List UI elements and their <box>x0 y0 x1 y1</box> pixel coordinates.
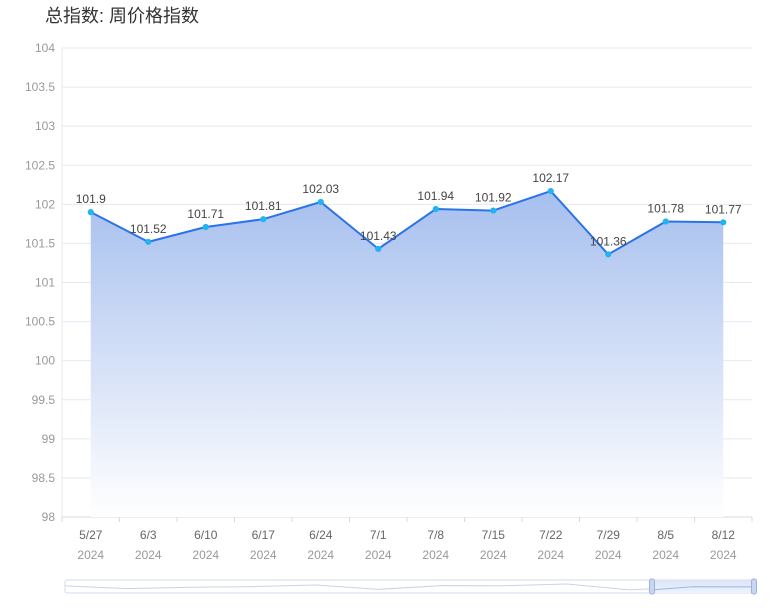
x-tick-year-label: 2024 <box>135 548 162 562</box>
x-tick-year-label: 2024 <box>537 548 564 562</box>
y-tick-label: 104 <box>35 41 55 55</box>
data-label: 102.17 <box>532 171 569 185</box>
x-axis: 5/27 2024 6/3 2024 6/10 2024 6/17 2024 6/24 2024 7… <box>61 516 753 562</box>
x-tick-label: 8/12 <box>712 528 736 542</box>
y-tick-label: 102 <box>35 197 55 211</box>
data-point <box>490 207 497 214</box>
data-point <box>547 187 554 195</box>
y-tick-label: 99 <box>42 432 56 446</box>
data-label: 101.43 <box>360 229 397 243</box>
data-point <box>202 223 209 231</box>
zoom-handle-left[interactable] <box>649 578 655 595</box>
x-tick-label: 7/29 <box>597 528 621 542</box>
x-tick-year-label: 2024 <box>595 548 622 562</box>
chart-title: 总指数: 周价格指数 <box>45 6 200 26</box>
x-tick-year-label: 2024 <box>652 548 679 562</box>
x-tick-year-label: 2024 <box>192 548 219 562</box>
y-tick-label: 98 <box>42 510 56 524</box>
series-area <box>90 191 724 518</box>
x-tick-label: 6/10 <box>194 528 218 542</box>
data-point <box>317 198 324 206</box>
zoom-data-shadow <box>64 583 756 591</box>
x-tick-label: 5/27 <box>79 528 103 542</box>
x-tick-year-label: 2024 <box>250 548 277 562</box>
data-point <box>260 216 267 223</box>
data-label: 102.03 <box>302 182 339 196</box>
x-tick-label: 7/15 <box>482 528 506 542</box>
y-tick-label: 100.5 <box>25 315 55 329</box>
x-tick-label: 7/1 <box>370 528 387 542</box>
x-tick-year-label: 2024 <box>307 548 334 562</box>
x-tick-label: 6/17 <box>252 528 276 542</box>
y-tick-label: 101 <box>35 276 55 290</box>
data-point <box>605 251 612 258</box>
data-point <box>87 209 94 216</box>
data-label: 101.77 <box>705 202 742 216</box>
x-tick-label: 7/8 <box>427 528 444 542</box>
data-label: 101.9 <box>76 192 106 206</box>
y-tick-label: 103 <box>35 119 55 133</box>
data-label: 101.52 <box>130 222 167 236</box>
data-point <box>720 219 727 226</box>
data-point <box>432 205 439 213</box>
y-tick-label: 99.5 <box>32 393 56 407</box>
data-point <box>375 245 382 252</box>
x-tick-year-label: 2024 <box>480 548 507 562</box>
y-tick-label: 102.5 <box>25 158 55 172</box>
data-label: 101.92 <box>475 191 512 205</box>
zoom-slider[interactable] <box>64 578 757 595</box>
data-label: 101.71 <box>187 207 224 221</box>
data-label: 101.78 <box>647 202 684 216</box>
y-axis: 98 98.5 99 99.5 100 100.5 101 101.5 102 102.5 103 1… <box>25 41 55 524</box>
x-tick-year-label: 2024 <box>77 548 104 562</box>
data-label: 101.94 <box>417 189 454 203</box>
series <box>87 187 727 518</box>
x-tick-year-label: 2024 <box>365 548 392 562</box>
data-label: 101.81 <box>245 199 282 213</box>
x-tick-label: 6/24 <box>309 528 333 542</box>
y-tick-label: 101.5 <box>25 236 55 250</box>
data-label: 101.36 <box>590 234 627 248</box>
zoom-selected-shadow <box>651 586 756 591</box>
x-tick-label: 6/3 <box>140 528 157 542</box>
x-tick-year-label: 2024 <box>422 548 449 562</box>
x-tick-year-label: 2024 <box>710 548 737 562</box>
data-point <box>145 238 152 245</box>
data-labels: 101.9 101.52 101.71 101.81 102.03 101.43 101.9… <box>76 171 742 248</box>
y-tick-label: 103.5 <box>25 80 55 94</box>
y-tick-label: 100 <box>35 354 55 368</box>
data-point <box>662 218 669 225</box>
zoom-handle-right[interactable] <box>751 578 757 595</box>
x-tick-label: 8/5 <box>657 528 674 542</box>
series-line <box>90 190 724 256</box>
x-tick-label: 7/22 <box>539 528 563 542</box>
y-tick-label: 98.5 <box>32 471 56 485</box>
